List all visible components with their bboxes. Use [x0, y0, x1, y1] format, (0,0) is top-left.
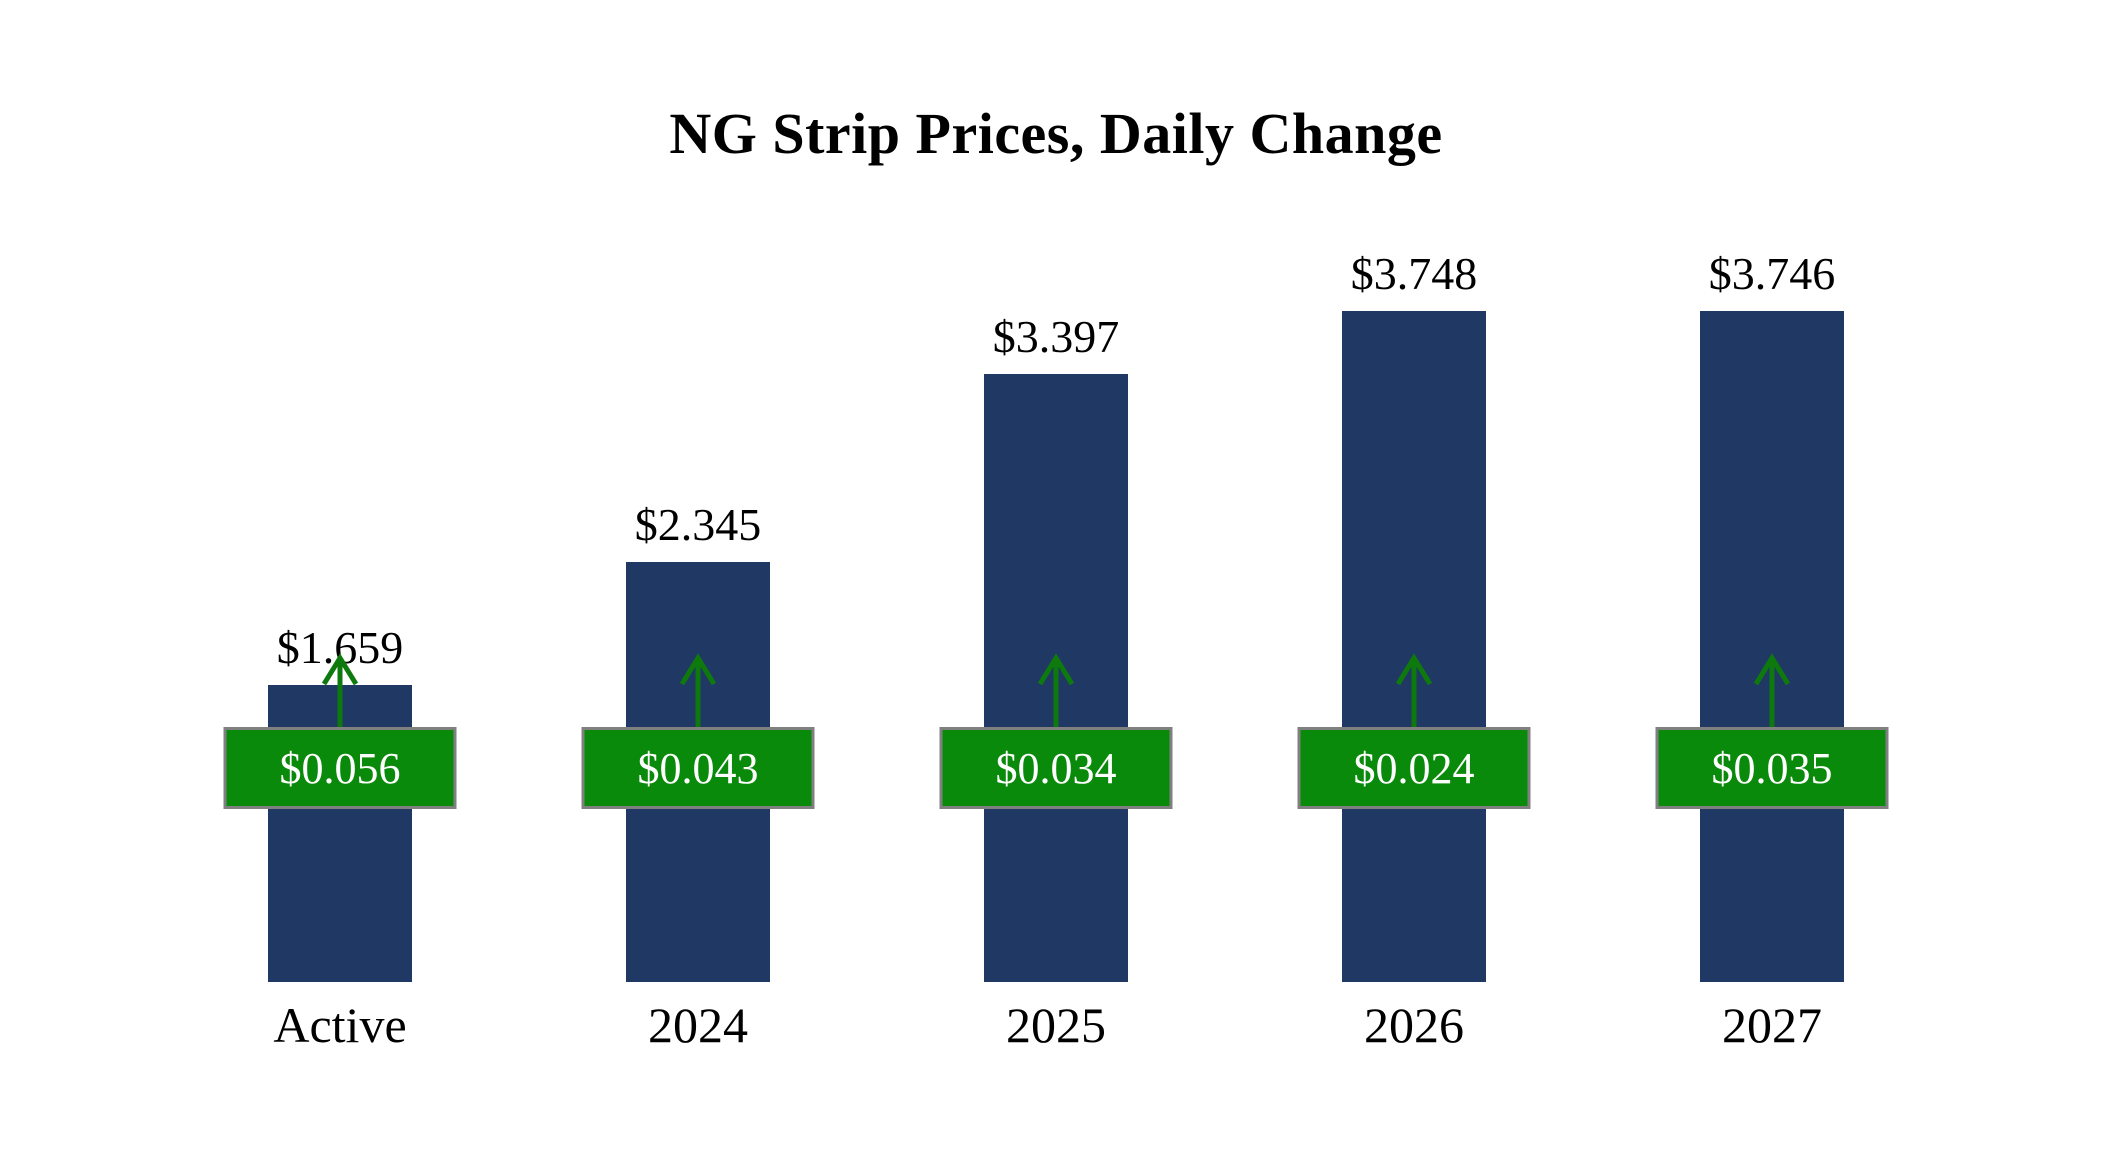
- daily-change-badge: $0.024: [1297, 727, 1531, 809]
- daily-change-badge: $0.056: [223, 727, 457, 809]
- category-label: 2026: [1364, 997, 1464, 1053]
- up-arrow-icon: [679, 653, 717, 734]
- chart-column: $3.748 $0.024 2026: [1235, 0, 1593, 1152]
- daily-change-badge: $0.035: [1655, 727, 1889, 809]
- chart-column: $1.659 $0.056 Active: [161, 0, 519, 1152]
- up-arrow-icon: [321, 653, 359, 734]
- bar-value-label: $3.748: [1350, 248, 1478, 299]
- chart-column: $2.345 $0.043 2024: [519, 0, 877, 1152]
- bar-value-label: $3.397: [992, 311, 1120, 362]
- price-bar: [1700, 311, 1844, 982]
- chart-area: $1.659 $0.056 Active $2.345 $0.043 2024 $3.397…: [161, 0, 1951, 1152]
- category-label: 2024: [648, 997, 748, 1053]
- chart-column: $3.746 $0.035 2027: [1593, 0, 1951, 1152]
- daily-change-badge: $0.034: [939, 727, 1173, 809]
- category-label: Active: [273, 997, 407, 1053]
- bar-value-label: $3.746: [1708, 248, 1836, 299]
- bar-value-label: $2.345: [634, 499, 762, 550]
- up-arrow-icon: [1395, 653, 1433, 734]
- daily-change-badge: $0.043: [581, 727, 815, 809]
- up-arrow-icon: [1753, 653, 1791, 734]
- up-arrow-icon: [1037, 653, 1075, 734]
- category-label: 2025: [1006, 997, 1106, 1053]
- chart-column: $3.397 $0.034 2025: [877, 0, 1235, 1152]
- category-label: 2027: [1722, 997, 1822, 1053]
- price-bar: [1342, 311, 1486, 982]
- chart-title: NG Strip Prices, Daily Change: [669, 101, 1443, 166]
